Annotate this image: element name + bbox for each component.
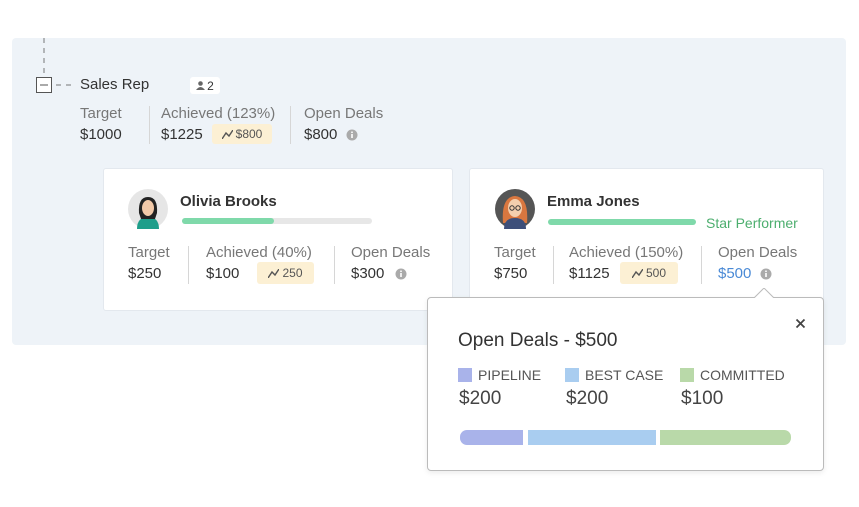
legend-swatch (680, 368, 694, 382)
metric-value: $100 (206, 265, 240, 282)
progress-track (182, 218, 372, 224)
trend-text: $800 (235, 127, 263, 141)
member-card (469, 168, 824, 311)
avatar (128, 189, 168, 229)
member-count: 2 (190, 77, 220, 94)
open-deals-link[interactable]: $500 (718, 265, 752, 282)
metric-value: $1225 (161, 126, 203, 143)
metric-value: $1000 (80, 126, 122, 143)
trend-chip: 500 (620, 262, 678, 284)
info-icon (395, 268, 407, 280)
person-icon (196, 81, 206, 90)
segment (660, 430, 791, 445)
metric-label: Achieved (150%) (569, 244, 684, 261)
metric-value: $300 (351, 265, 385, 282)
metric-value: $250 (128, 265, 162, 282)
metric-label: Target (80, 105, 122, 122)
trend-icon (268, 268, 280, 278)
legend-label: PIPELINE (478, 367, 542, 383)
trend-chip: 250 (257, 262, 314, 284)
trend-icon (631, 268, 643, 278)
metric-value: $750 (494, 265, 528, 282)
progress-fill (182, 218, 274, 224)
metric-value: $1125 (569, 265, 610, 282)
segment (460, 430, 523, 445)
legend-label: COMMITTED (700, 367, 785, 383)
metric-label: Open Deals (304, 105, 384, 122)
divider (334, 246, 335, 284)
popup-arrow (754, 288, 774, 299)
divider (290, 106, 291, 144)
divider (701, 246, 702, 284)
metric-label: Target (494, 244, 536, 261)
legend-value: $200 (459, 388, 502, 409)
member-name: Emma Jones (547, 193, 640, 210)
segment-bar (460, 430, 791, 445)
member-card (103, 168, 453, 311)
trend-text: 500 (645, 266, 667, 280)
metric-label: Open Deals (718, 244, 798, 261)
member-name: Olivia Brooks (180, 193, 277, 210)
metric-label: Achieved (123%) (161, 105, 276, 122)
trend-text: 250 (282, 266, 303, 280)
tree-lines (36, 38, 76, 93)
metric-value: $800 (304, 126, 338, 143)
metric-label: Achieved (40%) (206, 244, 312, 261)
info-icon (346, 129, 358, 141)
legend-value: $100 (681, 388, 724, 409)
badge: Star Performer (706, 215, 798, 231)
popup-title: Open Deals - $500 (458, 330, 618, 351)
legend-swatch (565, 368, 579, 382)
divider (553, 246, 554, 284)
close-button[interactable] (795, 318, 806, 329)
legend-swatch (458, 368, 472, 382)
member-count-text: 2 (207, 78, 214, 93)
metric-label: Target (128, 244, 170, 261)
divider (188, 246, 189, 284)
segment (528, 430, 656, 445)
divider (149, 106, 150, 144)
progress-fill (548, 219, 696, 225)
group-title: Sales Rep (80, 76, 150, 93)
trend-icon (221, 129, 233, 139)
metric-label: Open Deals (351, 244, 431, 261)
trend-chip: $800 (212, 124, 272, 144)
info-icon[interactable] (760, 268, 772, 280)
legend-value: $200 (566, 388, 609, 409)
avatar (495, 189, 535, 229)
legend-label: BEST CASE (585, 367, 664, 383)
